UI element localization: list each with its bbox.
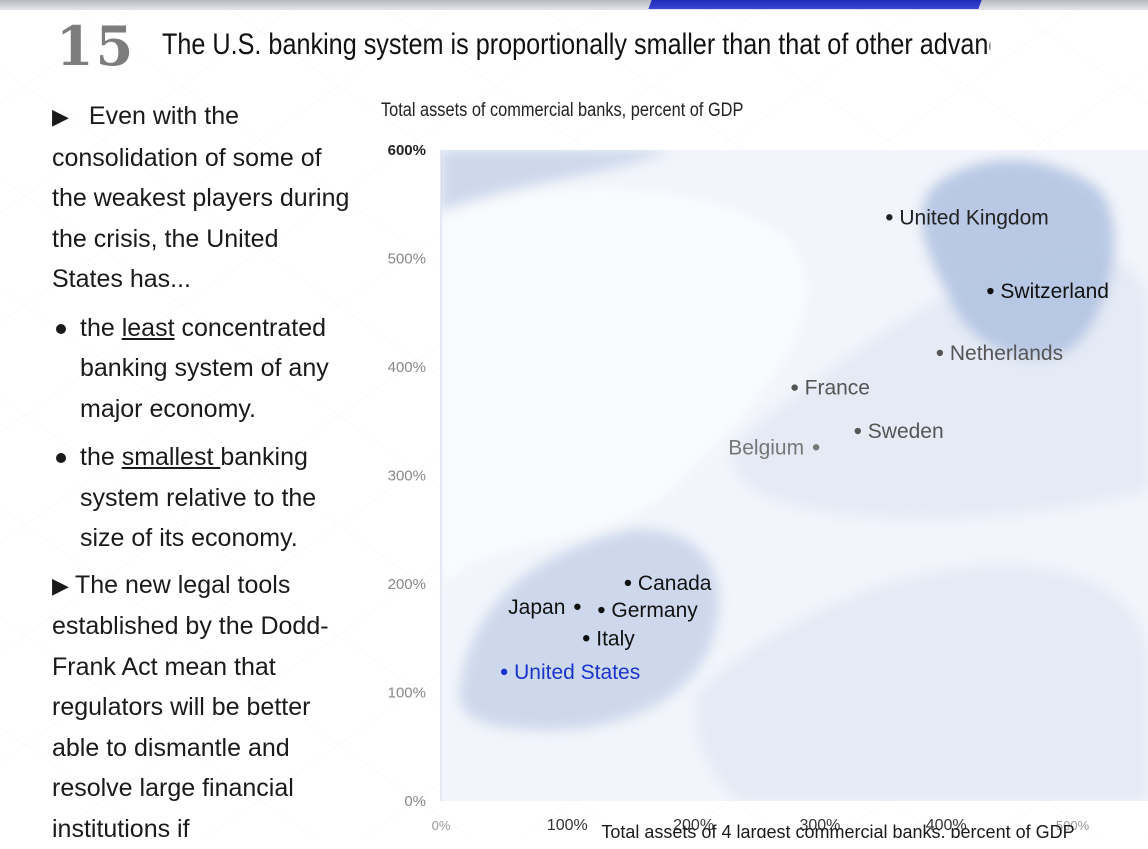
point-marker	[583, 635, 589, 641]
bullet-dot-icon	[56, 324, 66, 334]
y-tick-label: 600%	[388, 142, 426, 159]
arrow-bullet-icon: ▶	[52, 573, 69, 598]
intro-text: Even with the consolidation of some of t…	[52, 102, 349, 293]
point-marker	[625, 580, 631, 586]
bullet2-prefix: the	[80, 443, 122, 471]
bullet-least-concentrated: the least concentrated banking system of…	[52, 308, 352, 430]
bullet1-emphasis: least	[122, 314, 175, 342]
point-label: Canada	[638, 572, 712, 595]
point-label: Sweden	[868, 420, 944, 443]
arrow-bullet-icon: ▶	[52, 97, 69, 138]
plot-background	[441, 150, 1148, 801]
point-marker	[937, 350, 943, 356]
point-label: Netherlands	[950, 342, 1063, 365]
y-tick-label: 100%	[388, 685, 426, 702]
bullet-smallest-system: the smallest banking system relative to …	[52, 437, 352, 559]
data-point-united-states: United States	[501, 661, 640, 684]
y-tick-label: 300%	[388, 468, 426, 485]
point-marker	[987, 288, 993, 294]
x-tick-label: 0%	[432, 818, 451, 833]
scatter-chart: 0% 100% 200% 300% 400% 500% 600% 0% 100% 200% 300…	[370, 130, 1148, 838]
point-label: United Kingdom	[899, 206, 1048, 229]
active-nav-tab[interactable]	[648, 0, 981, 9]
y-tick-label: 0%	[404, 793, 426, 810]
point-label: Italy	[596, 627, 635, 650]
data-point-united-kingdom: United Kingdom	[886, 206, 1049, 229]
dodd-frank-paragraph: ▶The new legal tools established by the …	[52, 565, 352, 849]
dodd-frank-text: The new legal tools established by the D…	[52, 571, 329, 843]
x-tick-label: 100%	[547, 817, 588, 834]
bullet-dot-icon	[56, 453, 66, 463]
chart-title: Total assets of commercial banks, percen…	[381, 100, 743, 122]
point-marker	[813, 444, 819, 450]
point-marker	[574, 604, 580, 610]
point-label: Germany	[611, 599, 698, 622]
slide-title: The U.S. banking system is proportionall…	[162, 28, 990, 62]
bullet2-emphasis: smallest	[122, 443, 221, 471]
point-label: United States	[514, 661, 640, 684]
point-marker	[886, 214, 892, 220]
point-marker	[791, 384, 797, 390]
bullet1-prefix: the	[80, 314, 122, 342]
y-tick-label: 400%	[388, 359, 426, 376]
point-label: Belgium	[728, 436, 804, 459]
data-point-canada: Canada	[625, 572, 712, 595]
intro-paragraph: ▶Even with the consolidation of some of …	[52, 96, 352, 300]
y-tick-label: 500%	[388, 251, 426, 268]
point-marker	[855, 428, 861, 434]
slide-number: 15	[56, 14, 135, 78]
data-point-sweden: Sweden	[855, 420, 944, 443]
y-tick-label: 200%	[388, 576, 426, 593]
x-axis-label: Total assets of 4 largest commercial ban…	[601, 822, 1074, 838]
data-point-netherlands: Netherlands	[937, 342, 1063, 365]
point-marker	[501, 669, 507, 675]
left-text-panel: ▶Even with the consolidation of some of …	[52, 96, 352, 849]
point-marker	[598, 607, 604, 613]
point-label: Japan	[508, 596, 565, 619]
point-label: France	[805, 377, 870, 400]
data-point-germany: Germany	[598, 599, 698, 622]
top-navigation-bar	[0, 0, 1148, 10]
point-label: Switzerland	[1000, 280, 1109, 303]
y-tick-labels: 0% 100% 200% 300% 400% 500% 600%	[388, 142, 426, 810]
data-point-switzerland: Switzerland	[987, 280, 1109, 303]
